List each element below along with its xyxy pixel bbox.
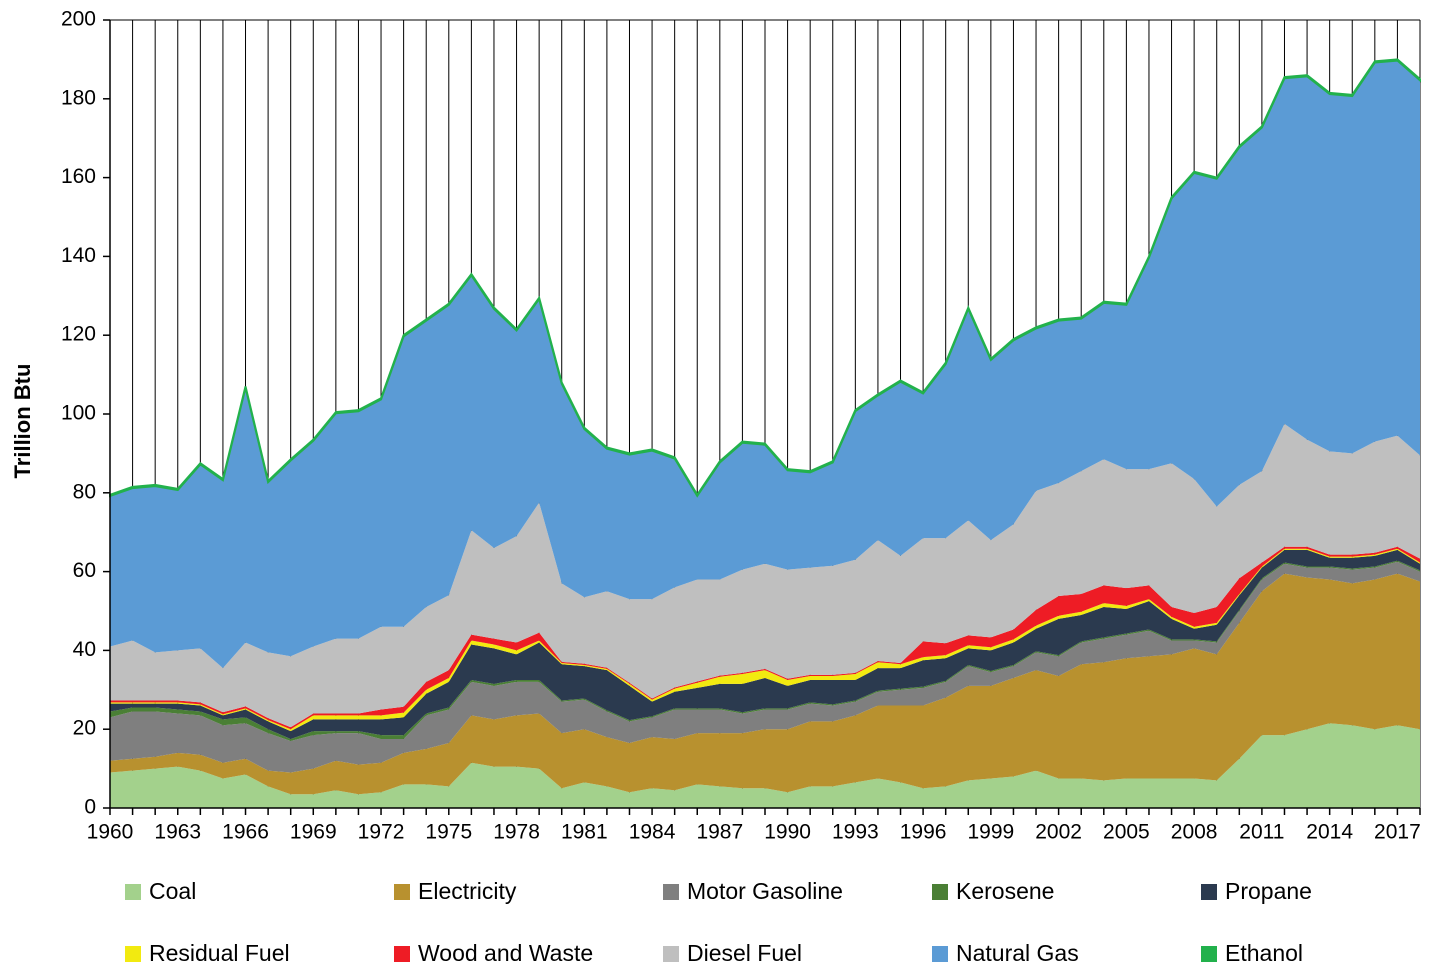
- x-tick-label: 1960: [87, 821, 134, 844]
- legend-label: Residual Fuel: [149, 940, 290, 966]
- y-tick-label: 0: [84, 796, 96, 819]
- legend-label: Ethanol: [1225, 940, 1303, 966]
- y-tick-label: 180: [61, 86, 96, 109]
- legend-swatch: [125, 946, 141, 962]
- legend-label: Wood and Waste: [418, 940, 593, 966]
- legend-swatch: [663, 884, 679, 900]
- legend-label: Diesel Fuel: [687, 940, 802, 966]
- area: [110, 423, 1420, 728]
- x-tick-label: 1996: [900, 821, 947, 844]
- y-tick-label: 80: [73, 480, 96, 503]
- legend-label: Coal: [149, 878, 196, 904]
- y-tick-label: 20: [73, 717, 96, 740]
- y-tick-label: 100: [61, 402, 96, 425]
- legend: Coal Electricity Motor Gasoline Kerosene Pro…: [125, 878, 1312, 966]
- x-tick-label: 2017: [1374, 821, 1421, 844]
- y-tick-label: 140: [61, 244, 96, 267]
- legend-swatch: [1201, 946, 1217, 962]
- area: [110, 60, 1420, 669]
- x-tick-label: 1966: [222, 821, 269, 844]
- legend-label: Natural Gas: [956, 940, 1079, 966]
- area: [110, 546, 1420, 730]
- legend-label: Kerosene: [956, 878, 1054, 904]
- x-tick-label: 1984: [629, 821, 676, 844]
- x-tick-label: 1972: [358, 821, 405, 844]
- legend-swatch: [1201, 884, 1217, 900]
- legend-label: Propane: [1225, 878, 1312, 904]
- area: [110, 723, 1420, 808]
- x-tick-label: 1990: [764, 821, 811, 844]
- x-tick-label: 2002: [1035, 821, 1082, 844]
- x-tick-label: 1978: [493, 821, 540, 844]
- x-tick-label: 1993: [832, 821, 879, 844]
- x-tick-label: 2011: [1239, 821, 1284, 844]
- x-tick-label: 2014: [1306, 821, 1353, 844]
- area: [110, 549, 1420, 740]
- x-tick-label: 2008: [1171, 821, 1218, 844]
- x-tick-label: 1987: [696, 821, 743, 844]
- area: [110, 548, 1420, 732]
- x-tick-label: 2005: [1103, 821, 1150, 844]
- x-tick-label: 1999: [968, 821, 1015, 844]
- area: [110, 560, 1420, 742]
- y-tick-label: 200: [61, 8, 96, 31]
- y-tick-label: 160: [61, 165, 96, 188]
- x-tick-label: 1963: [154, 821, 201, 844]
- x-tick-label: 1981: [561, 821, 608, 844]
- area: [109, 58, 1421, 498]
- x-tick-label: 1975: [425, 821, 472, 844]
- y-axis-label: Trillion Btu: [10, 364, 35, 479]
- y-tick-label: 40: [73, 638, 96, 661]
- legend-swatch: [394, 946, 410, 962]
- legend-label: Motor Gasoline: [687, 878, 843, 904]
- y-tick-label: 120: [61, 323, 96, 346]
- area: [110, 561, 1420, 773]
- legend-label: Electricity: [418, 878, 517, 904]
- legend-swatch: [932, 884, 948, 900]
- area: [110, 573, 1420, 795]
- legend-swatch: [125, 884, 141, 900]
- y-tick-label: 60: [73, 559, 96, 582]
- x-tick-label: 1969: [290, 821, 337, 844]
- legend-swatch: [394, 884, 410, 900]
- legend-swatch: [663, 946, 679, 962]
- legend-swatch: [932, 946, 948, 962]
- areas: [109, 58, 1421, 808]
